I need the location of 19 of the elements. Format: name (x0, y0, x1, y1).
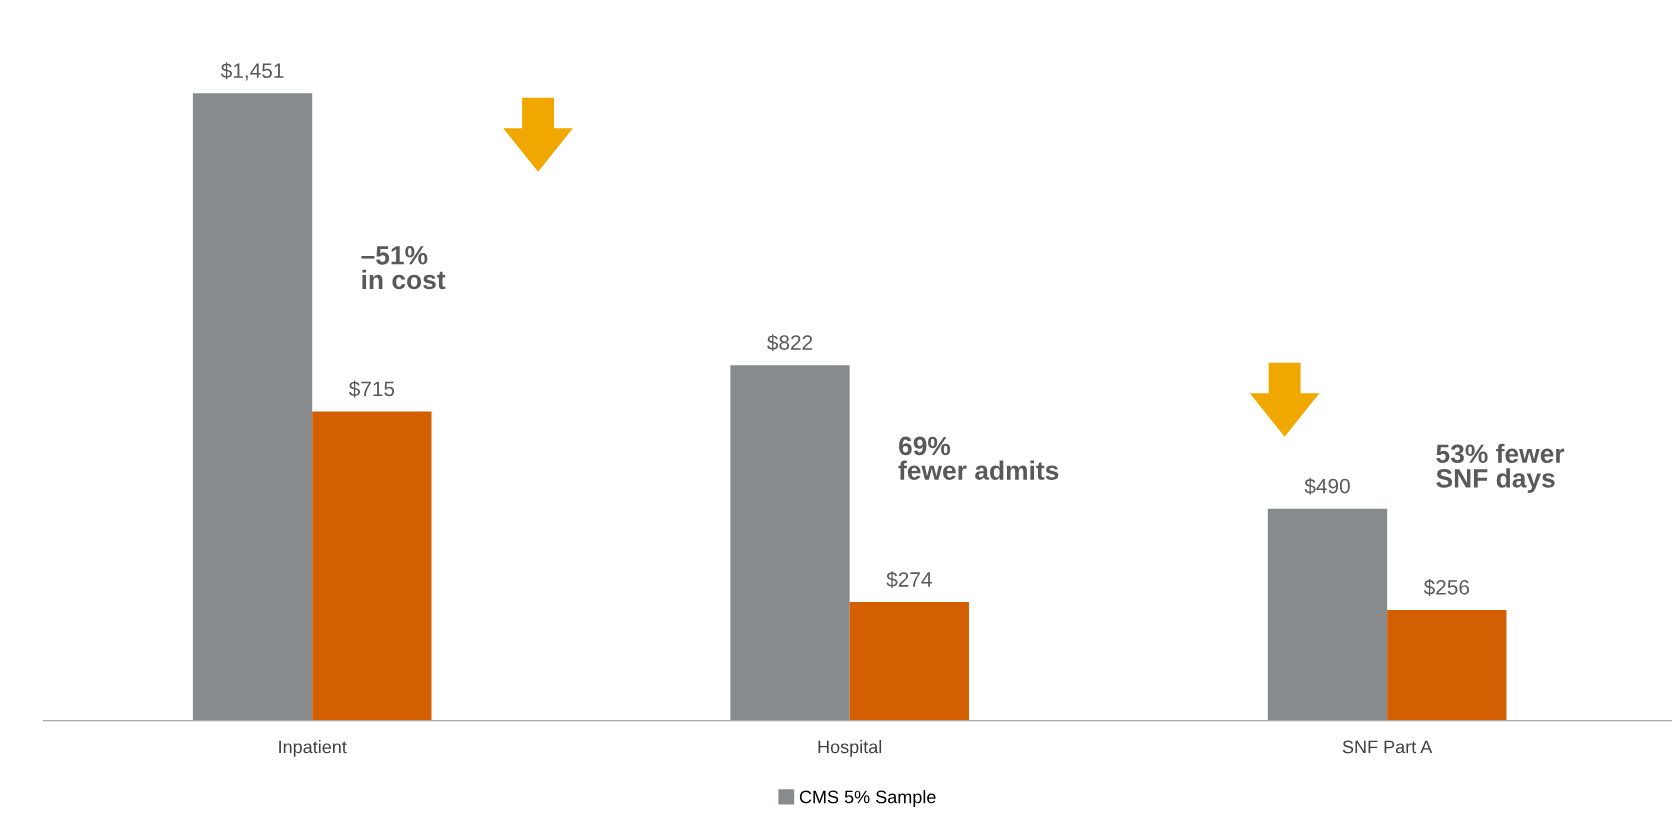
data-label: $256 (1423, 579, 1470, 596)
x-tick-label: Hospital (818, 740, 882, 757)
bar (312, 411, 432, 721)
data-label: $715 (348, 380, 395, 398)
x-tick-label: Inpatient (279, 740, 347, 757)
x-tick-label: SNF Part A (1342, 740, 1433, 754)
data-label: $1,451 (220, 62, 284, 81)
data-label: $274 (886, 571, 932, 589)
bar (849, 602, 969, 721)
annotation: 69% fewer admits (898, 436, 1059, 480)
data-label: $490 (1304, 477, 1350, 495)
bar (730, 365, 850, 721)
bar (192, 93, 313, 721)
legend-label: CMS 5% Sample (799, 790, 936, 807)
bar (1387, 609, 1507, 721)
annotation: –51% in cost (361, 246, 446, 290)
bar (1267, 508, 1388, 721)
data-label: $822 (767, 334, 813, 352)
annotation: 53% fewer SNF days (1436, 443, 1565, 493)
